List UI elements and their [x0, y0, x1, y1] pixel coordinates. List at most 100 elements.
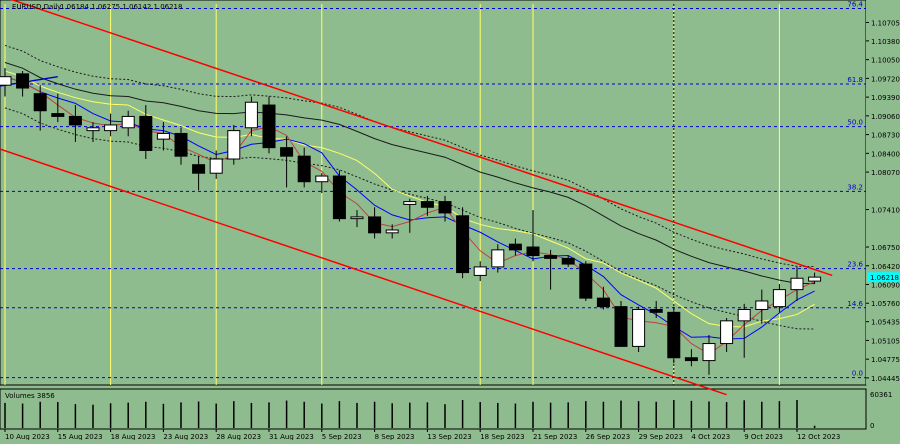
price-tick-label: 1.05760 [871, 300, 900, 308]
time-tick-label: 29 Sep 2023 [639, 433, 683, 440]
price-tick-label: 1.08070 [871, 169, 900, 177]
price-tick-label: 1.10705 [871, 19, 900, 27]
candle-body [614, 306, 628, 347]
candle-body [808, 276, 822, 282]
candle-body [262, 104, 276, 149]
volume-zero-label: 0 [870, 422, 874, 430]
price-tick-label: 1.06750 [871, 244, 900, 252]
price-tick-label: 1.05105 [871, 337, 900, 345]
candle-body [332, 175, 346, 220]
current-price-label: 1.06218 [870, 274, 899, 282]
candle-body [649, 308, 663, 313]
candle-body [473, 266, 487, 276]
fib-level-label: 23.6 [847, 261, 863, 269]
time-tick-label: 21 Sep 2023 [533, 433, 577, 440]
ohlc-label: 1.06184 1.06275 1.06142 1.06218 [60, 3, 182, 11]
candle-body [139, 115, 153, 151]
volume-title: Volumes 3856 [5, 392, 55, 400]
candle-body [68, 115, 82, 126]
candle-body [192, 164, 206, 174]
price-tick-label: 1.08730 [871, 132, 900, 140]
price-tick-label: 1.09060 [871, 113, 900, 121]
candle-body [33, 93, 47, 112]
price-tick-label: 1.04445 [871, 375, 900, 383]
candle-body [420, 201, 434, 208]
candle-body [438, 201, 452, 214]
price-tick-label: 1.09720 [871, 75, 900, 83]
fib-level-label: 0.0 [852, 370, 863, 378]
time-tick-label: 9 Oct 2023 [744, 433, 783, 440]
price-tick-label: 1.06420 [871, 263, 900, 271]
price-tick-label: 1.08400 [871, 150, 900, 158]
envelope-upper-line [4, 44, 815, 268]
candle-body [297, 155, 311, 183]
ma-yellow-line [4, 70, 815, 328]
price-tick-label: 1.10380 [871, 38, 900, 46]
candle-body [350, 216, 364, 220]
fib-level-label: 50.0 [847, 119, 863, 127]
time-tick-label: 18 Sep 2023 [480, 433, 524, 440]
time-tick-label: 8 Sep 2023 [375, 433, 415, 440]
candle-body [280, 147, 294, 157]
price-tick-label: 1.04775 [871, 356, 900, 364]
time-tick-label: 13 Sep 2023 [427, 433, 471, 440]
fib-level-label: 38.2 [847, 183, 863, 191]
candle-body [579, 263, 593, 299]
candle-body [244, 101, 258, 129]
candle-body [385, 229, 399, 234]
price-tick-label: 1.10050 [871, 57, 900, 65]
candle-body [0, 76, 12, 86]
candle-body [156, 132, 170, 140]
candle-body [720, 320, 734, 345]
price-axis-bg [866, 0, 900, 385]
candle-body [121, 115, 135, 129]
channel-lower-line [0, 148, 727, 396]
price-tick-label: 1.07410 [871, 207, 900, 215]
candle-body [491, 249, 505, 268]
ma-dark-line [4, 62, 815, 285]
candle-body [227, 130, 241, 160]
candle-body [456, 215, 470, 274]
time-tick-label: 5 Sep 2023 [322, 433, 362, 440]
fib-level-label: 14.6 [847, 300, 863, 308]
volume-panel-bg [0, 388, 867, 430]
candle-body [772, 289, 786, 308]
candle-body [526, 246, 540, 257]
time-tick-label: 15 Aug 2023 [58, 433, 103, 440]
candle-body [755, 300, 769, 310]
price-tick-label: 1.09390 [871, 94, 900, 102]
time-tick-label: 23 Aug 2023 [163, 433, 208, 440]
price-tick-label: 1.05435 [871, 319, 900, 327]
time-tick-label: 12 Oct 2023 [797, 433, 840, 440]
time-tick-label: 4 Oct 2023 [691, 433, 730, 440]
candle-body [632, 308, 646, 347]
fib-level-label: 76.4 [847, 1, 863, 9]
time-tick-label: 31 Aug 2023 [269, 433, 314, 440]
price-tick-label: 1.06090 [871, 281, 900, 289]
candle-body [667, 311, 681, 359]
candle-body [104, 124, 118, 132]
candle-body [508, 243, 522, 251]
candle-body [209, 158, 223, 174]
candle-body [86, 127, 100, 132]
time-tick-label: 28 Aug 2023 [216, 433, 261, 440]
candle-body [544, 255, 558, 259]
candle-body [561, 257, 575, 265]
candle-body [368, 216, 382, 234]
time-tick-label: 18 Aug 2023 [111, 433, 156, 440]
candle-body [684, 357, 698, 362]
channel-upper-line [10, 0, 833, 277]
time-tick-label: 26 Sep 2023 [586, 433, 630, 440]
volume-max-label: 60361 [870, 391, 892, 399]
time-tick-label: 10 Aug 2023 [5, 433, 50, 440]
candle-body [596, 297, 610, 308]
candle-body [403, 201, 417, 205]
candle-body [174, 132, 188, 157]
symbol-label: EURUSD,Daily [12, 3, 61, 11]
fib-level-label: 61.8 [847, 76, 863, 84]
candle-body [16, 73, 30, 89]
candle-body [702, 343, 716, 362]
candle-body [790, 277, 804, 291]
